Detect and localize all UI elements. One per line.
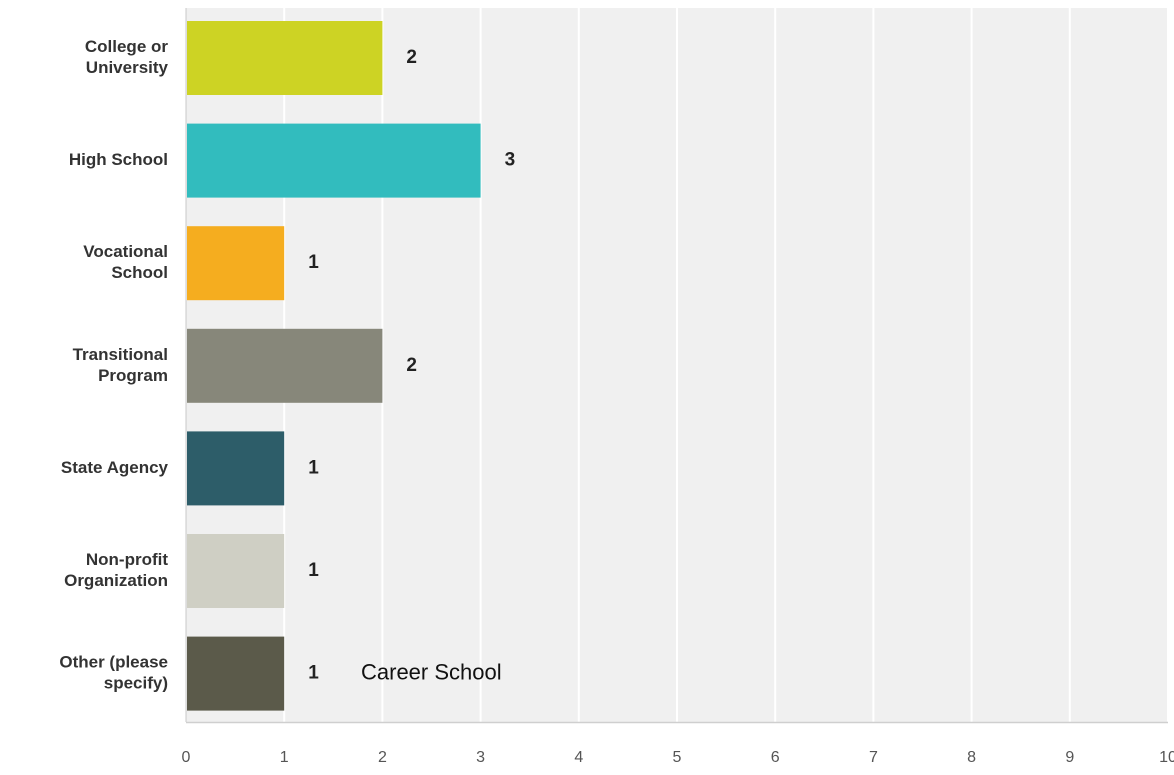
data-label: 1 [308,457,319,478]
x-tick-label: 7 [869,749,878,766]
category-label: College or [85,37,169,56]
data-label: 1 [308,252,319,273]
bar [187,123,481,198]
category-label: State Agency [61,458,169,477]
bar [187,636,285,711]
x-tick-label: 3 [476,749,485,766]
x-tick-label: 0 [182,749,191,766]
annotation-label: Career School [361,659,502,684]
x-tick-label: 1 [280,749,289,766]
category-label: University [86,58,169,77]
category-label: Vocational [83,242,168,261]
bar [187,534,285,608]
x-tick-label: 10 [1159,749,1174,766]
category-label: specify) [104,674,168,693]
x-tick-label: 6 [771,749,780,766]
category-label: Other (please [59,653,168,672]
category-label: High School [69,150,168,169]
x-tick-label: 2 [378,749,387,766]
category-label: Non-profit [86,550,168,569]
data-label: 2 [406,355,417,376]
x-tick-label: 4 [574,749,583,766]
data-label: 1 [308,663,319,684]
data-label: 2 [406,47,417,68]
category-label: School [111,263,168,282]
data-label: 1 [308,560,319,581]
data-label: 3 [505,150,516,171]
bar [187,328,383,403]
category-label: Transitional [73,345,168,364]
bar [187,21,383,95]
x-tick-label: 8 [967,749,976,766]
x-tick-label: 9 [1065,749,1074,766]
x-tick-label: 5 [673,749,682,766]
category-label: Organization [64,571,168,590]
bar [187,431,285,506]
category-label: Program [98,366,168,385]
bar [187,226,285,301]
